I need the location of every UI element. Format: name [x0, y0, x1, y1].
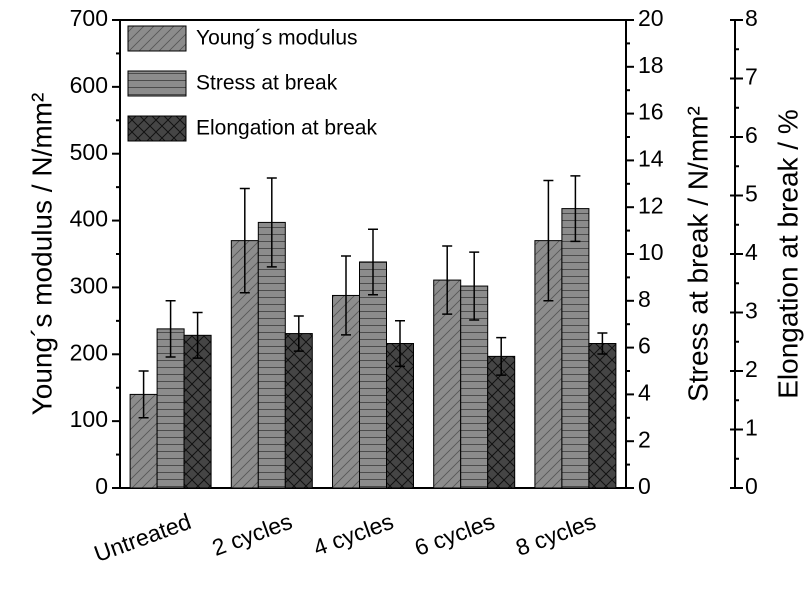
y2-tick-label: 0 [638, 473, 651, 499]
error-bar [293, 315, 304, 352]
y-tick-label: 600 [70, 72, 108, 98]
legend-swatch [127, 115, 187, 142]
y3-tick-label: 8 [745, 5, 758, 31]
y2-tick-label: 2 [638, 426, 651, 452]
bar [359, 261, 387, 489]
y-tick-label: 100 [70, 406, 108, 432]
y2-tick-label: 10 [638, 239, 664, 265]
error-bar [543, 179, 554, 302]
error-bar [368, 228, 378, 296]
y-tick-label: 400 [70, 206, 108, 232]
x-tick-label: 6 cycles [411, 508, 498, 561]
error-bar [266, 177, 277, 268]
error-bar [138, 370, 149, 419]
bar [588, 343, 617, 489]
error-bar [395, 319, 405, 368]
y-tick-label: 0 [95, 473, 108, 499]
error-bar [239, 187, 250, 294]
y3-tick-label: 4 [745, 239, 758, 265]
error-bar [442, 245, 453, 315]
y3-tick-label: 5 [745, 181, 758, 207]
y2-tick-label: 8 [638, 286, 651, 312]
error-bar [496, 336, 507, 376]
y3-tick-label: 0 [745, 473, 758, 499]
error-bar [469, 251, 480, 321]
y2-tick-label: 18 [638, 52, 664, 78]
y3-tick-label: 2 [745, 356, 758, 382]
y2-tick-label: 4 [638, 379, 651, 405]
legend-label: Elongation at break [196, 117, 377, 140]
bar [561, 208, 590, 489]
bar [487, 355, 516, 489]
y-axis-label: Young´s modulus / N/mm² [26, 93, 57, 416]
x-tick-label: 2 cycles [209, 508, 296, 561]
y2-axis-label: Stress at break / N/mm² [682, 106, 713, 402]
y-tick-label: 300 [70, 273, 108, 299]
error-bar [165, 300, 176, 358]
error-bar [570, 175, 581, 243]
y2-tick-label: 20 [638, 5, 664, 31]
y3-tick-label: 3 [745, 298, 758, 324]
legend-label: Young´s modulus [196, 27, 358, 50]
y2-tick-label: 16 [638, 99, 664, 125]
x-tick-label: 8 cycles [512, 508, 599, 561]
legend-label: Stress at break [196, 72, 338, 95]
error-bar [597, 332, 608, 355]
bar [284, 333, 313, 489]
y3-tick-label: 7 [745, 64, 758, 90]
y2-tick-label: 6 [638, 333, 651, 359]
error-bar [192, 311, 203, 359]
error-bar [341, 255, 351, 336]
x-tick-label: Untreated [91, 508, 195, 567]
y-tick-label: 200 [70, 339, 108, 365]
bar [183, 334, 212, 489]
legend-swatch [127, 70, 187, 97]
y-tick-label: 500 [70, 139, 108, 165]
y3-axis-label: Elongation at break / % [772, 109, 803, 399]
y2-tick-label: 14 [638, 145, 664, 171]
legend-swatch [127, 25, 187, 52]
x-tick-label: 4 cycles [310, 508, 397, 561]
y2-tick-label: 12 [638, 192, 664, 218]
bar [386, 343, 414, 489]
y3-tick-label: 1 [745, 415, 758, 441]
y3-tick-label: 6 [745, 122, 758, 148]
y-tick-label: 700 [70, 5, 108, 31]
